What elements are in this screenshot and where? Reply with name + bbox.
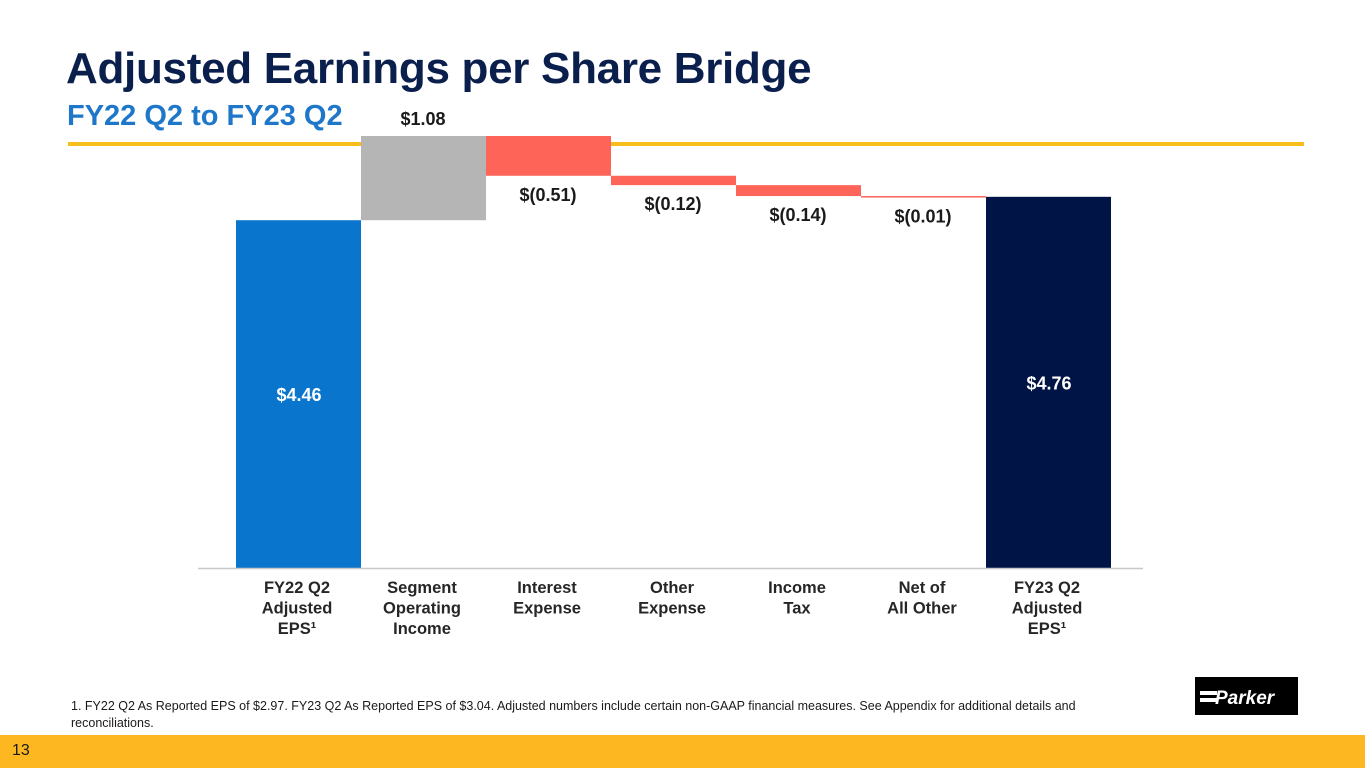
bar-5 (861, 196, 986, 198)
title-divider (68, 142, 1304, 146)
data-label-1: $1.08 (400, 109, 445, 129)
bar-0 (236, 220, 361, 568)
page-number: 13 (12, 742, 30, 759)
category-label-2: Interest Expense (513, 579, 581, 618)
data-label-4: $(0.14) (769, 205, 826, 225)
data-label-5: $(0.01) (894, 207, 951, 227)
footnote: 1. FY22 Q2 As Reported EPS of $2.97. FY2… (71, 699, 1076, 730)
slide-subtitle: FY22 Q2 to FY23 Q2 (67, 100, 343, 132)
category-label-1: Segment Operating Income (383, 579, 461, 638)
bar-1 (361, 136, 486, 221)
bar-4 (736, 185, 861, 197)
bar-2 (486, 136, 611, 176)
parker-logo: Parker (1195, 677, 1298, 715)
category-label-3: Other Expense (638, 579, 706, 618)
category-label-5: Net of All Other (887, 579, 957, 618)
slide-title: Adjusted Earnings per Share Bridge (66, 44, 812, 93)
bar-3 (611, 175, 736, 186)
category-label-6: FY23 Q2 Adjusted EPS¹ (1012, 579, 1083, 638)
category-label-0: FY22 Q2 Adjusted EPS¹ (262, 579, 333, 638)
data-label-3: $(0.12) (644, 194, 701, 214)
data-label-2: $(0.51) (519, 185, 576, 205)
bar-6 (986, 196, 1111, 568)
data-label-6: $4.76 (1026, 373, 1071, 393)
data-label-0: $4.46 (276, 385, 321, 405)
parker-logo-text: Parker (1215, 688, 1276, 709)
category-label-4: Income Tax (768, 579, 826, 618)
footer-bar (0, 735, 1365, 768)
